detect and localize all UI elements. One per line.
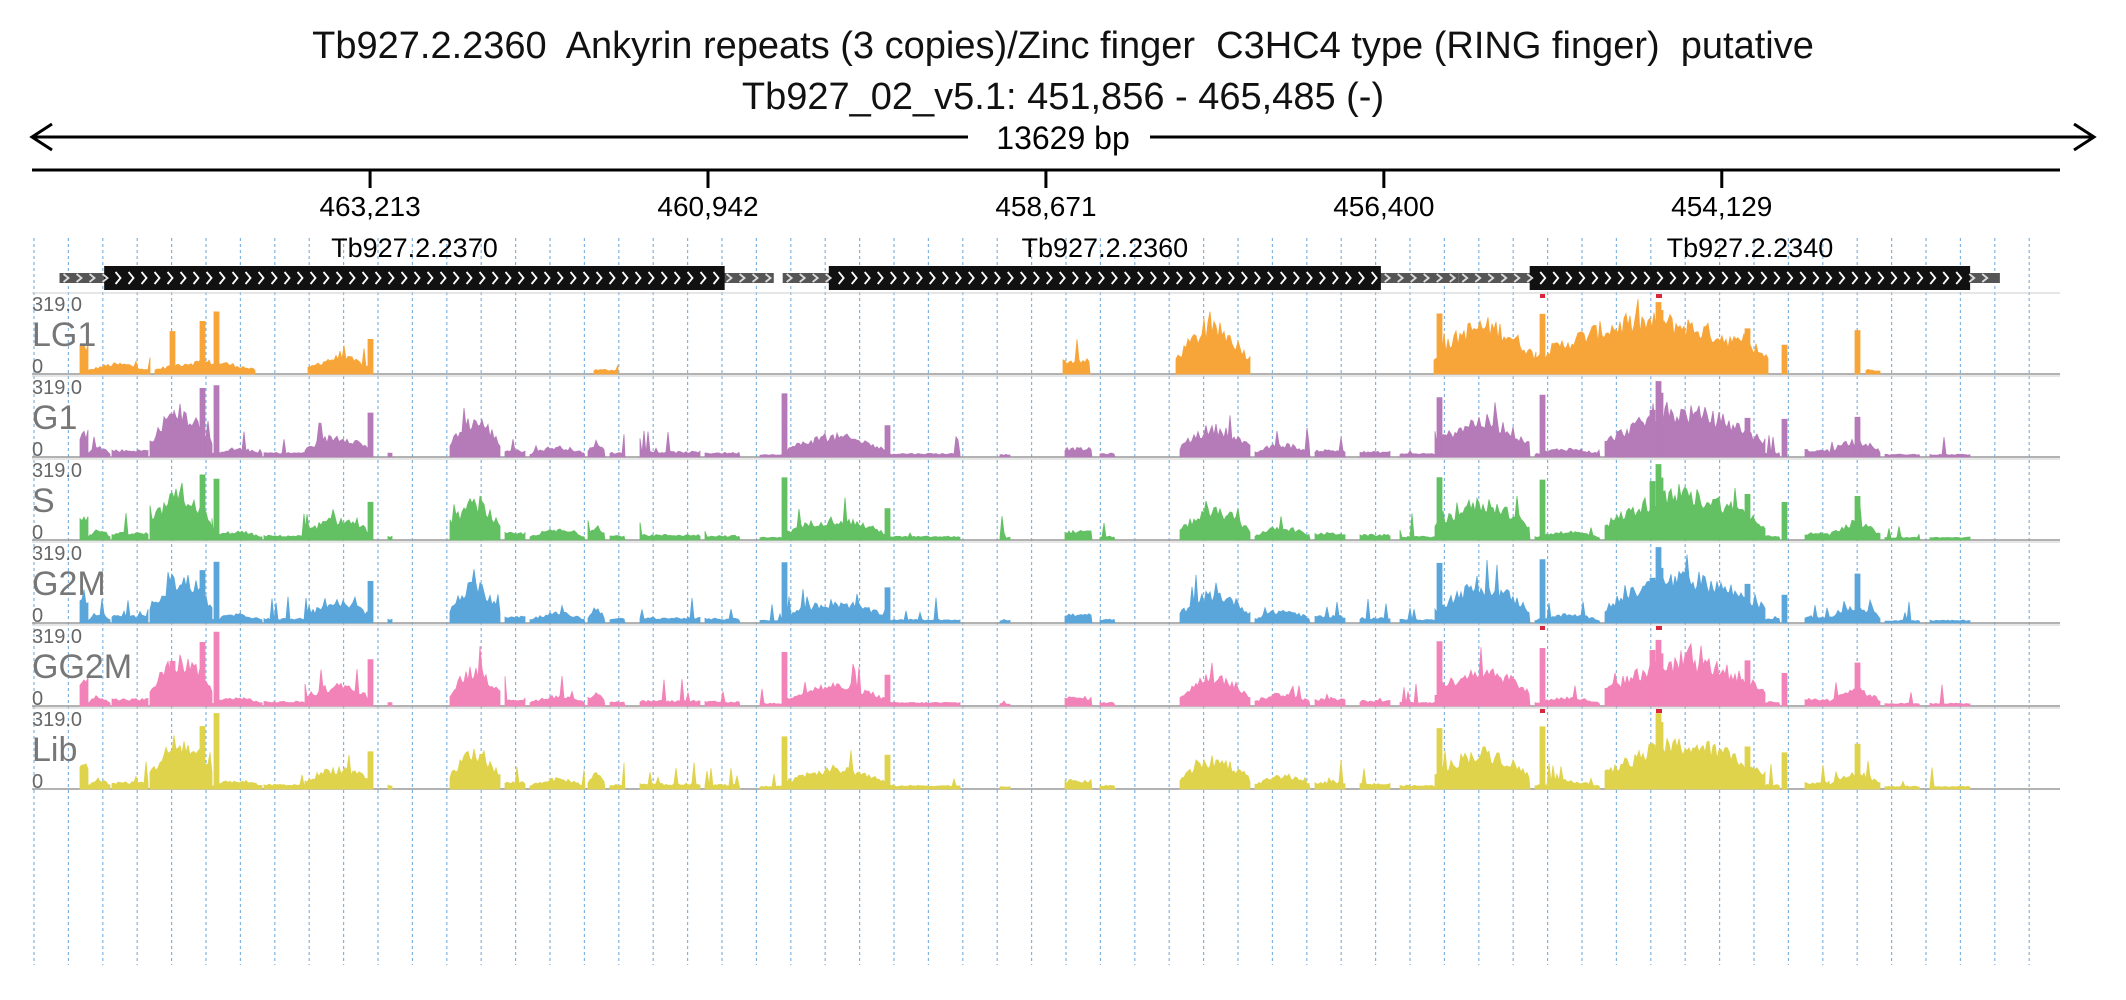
track-label: G2M bbox=[32, 565, 106, 603]
gene-title: Tb927.2.2360 Ankyrin repeats (3 copies)/… bbox=[312, 25, 1814, 67]
gene-track[interactable]: Tb927.2.2370 Tb927.2.2360 Tb927.2.2340 bbox=[59, 233, 2000, 290]
overflow-marker bbox=[1656, 709, 1662, 713]
track-label: GG2M bbox=[32, 648, 132, 686]
gene-model[interactable]: Tb927.2.2340 bbox=[1458, 233, 2000, 290]
track-min-label: 0 bbox=[32, 771, 43, 793]
gene-model[interactable]: Tb927.2.2360 bbox=[782, 233, 1459, 290]
overflow-marker bbox=[1540, 294, 1545, 298]
gene-model[interactable]: Tb927.2.2370 bbox=[59, 233, 774, 290]
overflow-marker bbox=[1656, 294, 1662, 298]
cds-bar bbox=[104, 266, 725, 290]
track-label: G1 bbox=[32, 399, 77, 437]
overflow-marker bbox=[1540, 709, 1545, 713]
coordinate-ruler[interactable]: 463,213 460,942 458,671 456,400 454,129 bbox=[32, 168, 2060, 222]
overflow-marker bbox=[1656, 626, 1662, 630]
coverage-area bbox=[79, 547, 1971, 624]
cds-bar bbox=[1529, 266, 1971, 290]
ruler-tick-label: 456,400 bbox=[1333, 191, 1434, 222]
coverage-tracks[interactable]: 319.0LG10319.0G10319.0S0319.0G2M0319.0GG… bbox=[32, 292, 2060, 793]
track-label: S bbox=[32, 482, 55, 520]
coverage-area bbox=[79, 381, 1971, 458]
coverage-track[interactable]: 319.0S0 bbox=[32, 458, 2060, 544]
track-max-label: 319.0 bbox=[32, 626, 82, 648]
track-min-label: 0 bbox=[32, 522, 43, 544]
strand-arrows bbox=[786, 271, 1457, 285]
span-label: 13629 bp bbox=[996, 120, 1129, 156]
gene-label: Tb927.2.2370 bbox=[331, 233, 498, 263]
ruler-tick-label: 458,671 bbox=[995, 191, 1096, 222]
coverage-area bbox=[79, 631, 1971, 707]
track-label: Lib bbox=[32, 731, 77, 769]
track-min-label: 0 bbox=[32, 439, 43, 461]
track-label: LG1 bbox=[32, 316, 96, 354]
locus-label: Tb927_02_v5.1: 451,856 - 465,485 (-) bbox=[741, 76, 1385, 118]
track-min-label: 0 bbox=[32, 356, 43, 378]
track-min-label: 0 bbox=[32, 688, 43, 710]
span-arrow: 13629 bp bbox=[29, 120, 2097, 156]
gene-label: Tb927.2.2340 bbox=[1667, 233, 1834, 263]
ruler-tick-label: 463,213 bbox=[319, 191, 420, 222]
ruler-tick-label: 454,129 bbox=[1671, 191, 1772, 222]
gene-label: Tb927.2.2360 bbox=[1022, 233, 1189, 263]
track-max-label: 319.0 bbox=[32, 294, 82, 316]
track-max-label: 319.0 bbox=[32, 377, 82, 399]
strand-arrows bbox=[1461, 271, 1989, 285]
strand-arrows bbox=[62, 271, 772, 285]
coverage-area bbox=[79, 464, 1971, 541]
track-max-label: 319.0 bbox=[32, 460, 82, 482]
overflow-marker bbox=[1540, 626, 1545, 630]
coverage-area bbox=[79, 299, 1881, 375]
ruler-tick-label: 460,942 bbox=[657, 191, 758, 222]
coverage-area bbox=[79, 713, 1971, 790]
track-min-label: 0 bbox=[32, 605, 43, 627]
track-max-label: 319.0 bbox=[32, 543, 82, 565]
track-max-label: 319.0 bbox=[32, 709, 82, 731]
